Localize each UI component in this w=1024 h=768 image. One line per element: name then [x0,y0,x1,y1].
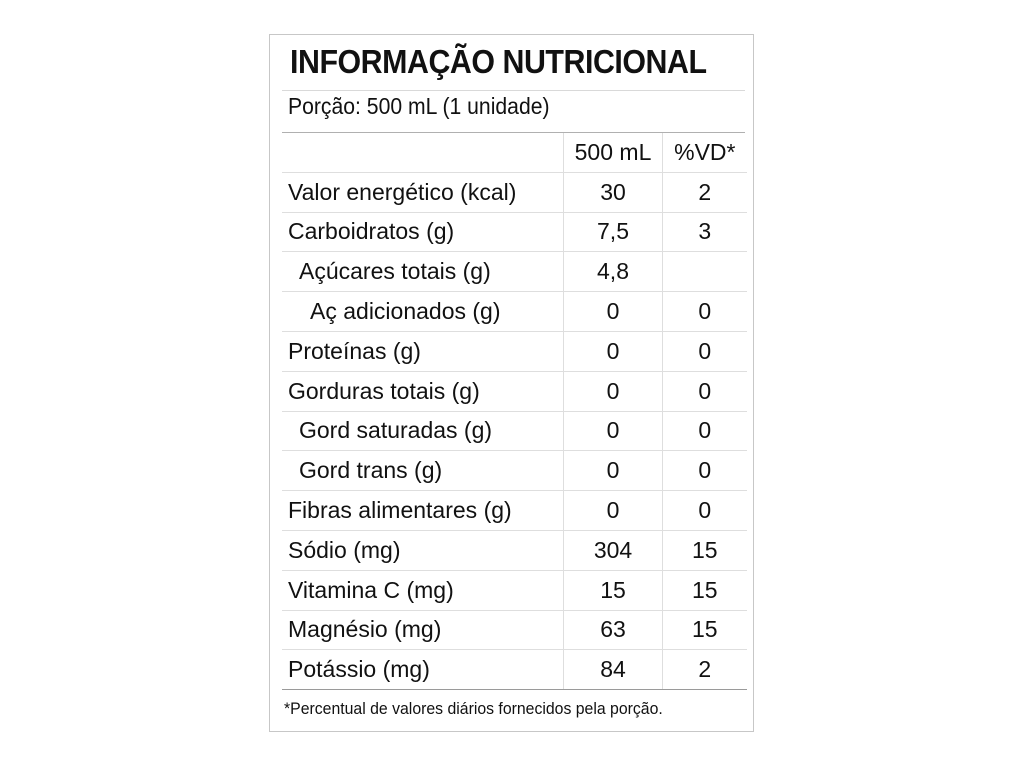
header-daily-value: %VD* [662,133,747,173]
nutrient-amount: 0 [563,450,663,492]
nutrient-amount: 7,5 [563,212,663,253]
title-divider [282,90,745,91]
nutrient-amount: 4,8 [563,251,663,293]
nutrient-daily-value: 15 [662,530,747,571]
table-row: Proteínas (g) 0 0 [282,331,747,372]
nutrient-amount: 30 [563,172,663,213]
nutrient-daily-value: 0 [662,291,747,332]
nutrient-amount: 0 [563,490,663,531]
table-row: Gord trans (g) 0 0 [282,450,747,492]
nutrient-amount: 84 [563,649,663,691]
nutrient-daily-value: 2 [662,172,747,213]
nutrient-name: Gord trans (g) [282,450,565,492]
nutrient-amount: 63 [563,610,663,651]
table-row: Potássio (mg) 84 2 [282,649,747,691]
nutrient-name: Valor energético (kcal) [282,172,565,213]
nutrient-amount: 0 [563,331,663,372]
nutrient-daily-value: 2 [662,649,747,691]
portion-divider [282,132,745,133]
nutrient-name: Carboidratos (g) [282,212,565,253]
table-row: Carboidratos (g) 7,5 3 [282,212,747,253]
table-row: Gorduras totais (g) 0 0 [282,371,747,412]
nutrient-name: Magnésio (mg) [282,610,565,651]
table-row: Fibras alimentares (g) 0 0 [282,490,747,531]
nutrition-table: 500 mL %VD* Valor energético (kcal) 30 2 Ca… [282,133,747,691]
nutrition-facts-label: INFORMAÇÃO NUTRICIONAL Porção: 500 mL (1… [269,34,754,732]
nutrient-name: Açúcares totais (g) [282,251,565,293]
table-row: Vitamina C (mg) 15 15 [282,570,747,611]
header-nutrient [282,133,565,173]
nutrient-daily-value [662,251,747,293]
table-row: Açúcares totais (g) 4,8 [282,251,747,293]
nutrient-amount: 304 [563,530,663,571]
nutrient-daily-value: 0 [662,411,747,452]
nutrient-daily-value: 0 [662,331,747,372]
nutrient-name: Fibras alimentares (g) [282,490,565,531]
nutrient-daily-value: 15 [662,610,747,651]
portion-size: Porção: 500 mL (1 unidade) [288,93,550,119]
table-row: Sódio (mg) 304 15 [282,530,747,571]
nutrient-amount: 15 [563,570,663,611]
nutrient-daily-value: 0 [662,490,747,531]
nutrient-amount: 0 [563,371,663,412]
nutrient-name: Proteínas (g) [282,331,565,372]
nutrient-daily-value: 0 [662,371,747,412]
nutrient-name: Gord saturadas (g) [282,411,565,452]
nutrient-name: Vitamina C (mg) [282,570,565,611]
nutrient-name: Potássio (mg) [282,649,565,691]
table-row: Magnésio (mg) 63 15 [282,610,747,651]
nutrient-name: Aç adicionados (g) [282,291,565,332]
nutrient-amount: 0 [563,291,663,332]
nutrient-name: Sódio (mg) [282,530,565,571]
nutrient-amount: 0 [563,411,663,452]
table-row: Aç adicionados (g) 0 0 [282,291,747,332]
header-per-portion: 500 mL [563,133,663,173]
table-row: Gord saturadas (g) 0 0 [282,411,747,452]
daily-value-footnote: *Percentual de valores diários fornecido… [284,699,663,718]
table-row: Valor energético (kcal) 30 2 [282,172,747,213]
nutrient-daily-value: 15 [662,570,747,611]
label-title: INFORMAÇÃO NUTRICIONAL [290,43,707,80]
nutrient-daily-value: 0 [662,450,747,492]
nutrient-name: Gorduras totais (g) [282,371,565,412]
table-header-row: 500 mL %VD* [282,133,747,173]
nutrient-daily-value: 3 [662,212,747,253]
